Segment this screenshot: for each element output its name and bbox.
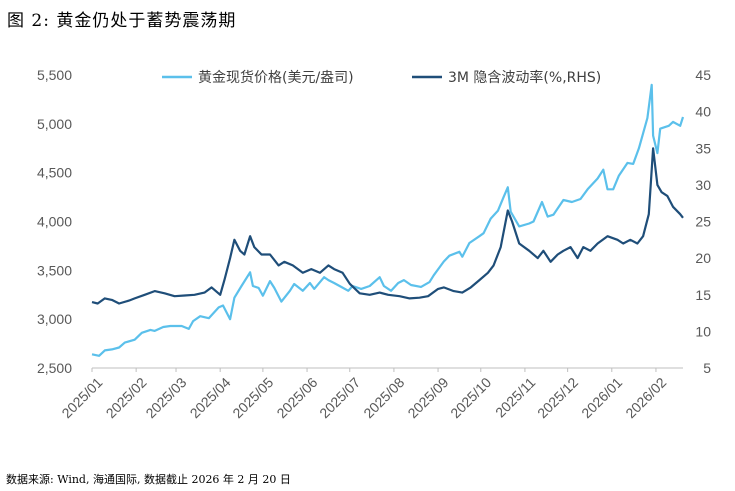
y-right-tick-labels: 5 10 15 20 25 30 35 40 45 <box>695 67 711 376</box>
y-left-tick-label: 4,500 <box>37 165 72 181</box>
x-tick-label: 2025/08 <box>360 374 407 421</box>
x-tick-labels: 2025/012025/022025/032025/042025/052025/… <box>58 374 669 421</box>
legend-label: 3M 隐含波动率(%,RHS) <box>448 69 601 86</box>
y-right-tick-label: 10 <box>695 323 711 339</box>
y-right-tick-label: 35 <box>695 140 711 156</box>
x-tick-label: 2026/02 <box>622 374 669 421</box>
chart-lines <box>91 83 685 357</box>
y-right-tick-label: 25 <box>695 214 711 230</box>
x-tick-label: 2025/02 <box>103 374 150 421</box>
y-right-tick-label: 20 <box>695 250 711 266</box>
chart-legend: 黄金现货价格(美元/盎司) 3M 隐含波动率(%,RHS) <box>162 69 601 86</box>
figure-source: 数据来源: Wind, 海通国际, 数据截止 2026 年 2 月 20 日 <box>6 473 291 486</box>
x-tick-label: 2025/07 <box>316 374 363 421</box>
x-tick-label: 2025/12 <box>534 374 581 421</box>
figure-title: 图 2: 黄金仍处于蓄势震荡期 <box>7 11 237 31</box>
y-left-tick-labels: 2,500 3,000 3,500 4,000 4,500 5,000 5,500 <box>37 67 72 376</box>
y-left-tick-label: 4,000 <box>37 214 72 230</box>
x-tick-label: 2025/09 <box>404 374 451 421</box>
legend-label: 黄金现货价格(美元/盎司) <box>198 69 354 86</box>
y-right-tick-label: 30 <box>695 177 711 193</box>
y-left-tick-label: 3,000 <box>37 311 72 327</box>
x-tick-label: 2025/05 <box>229 374 276 421</box>
y-right-tick-label: 45 <box>695 67 711 83</box>
y-right-tick-label: 5 <box>703 360 711 376</box>
x-tick-label: 2025/10 <box>447 374 494 421</box>
x-tick-label: 2025/01 <box>58 374 105 421</box>
x-tick-label: 2025/03 <box>142 374 189 421</box>
x-tick-label: 2025/11 <box>492 374 539 421</box>
chart-axes <box>91 367 683 372</box>
series-line-gold-price <box>91 83 685 357</box>
series-line-implied-vol <box>91 147 684 305</box>
y-left-tick-label: 5,500 <box>37 67 72 83</box>
y-right-tick-label: 15 <box>695 287 711 303</box>
y-left-tick-label: 3,500 <box>37 262 72 278</box>
x-tick-label: 2025/04 <box>187 374 234 421</box>
x-tick-label: 2026/01 <box>578 374 625 421</box>
y-right-tick-label: 40 <box>695 104 711 120</box>
y-left-tick-label: 5,000 <box>37 116 72 132</box>
x-tick-label: 2025/06 <box>273 374 320 421</box>
y-left-tick-label: 2,500 <box>37 360 72 376</box>
